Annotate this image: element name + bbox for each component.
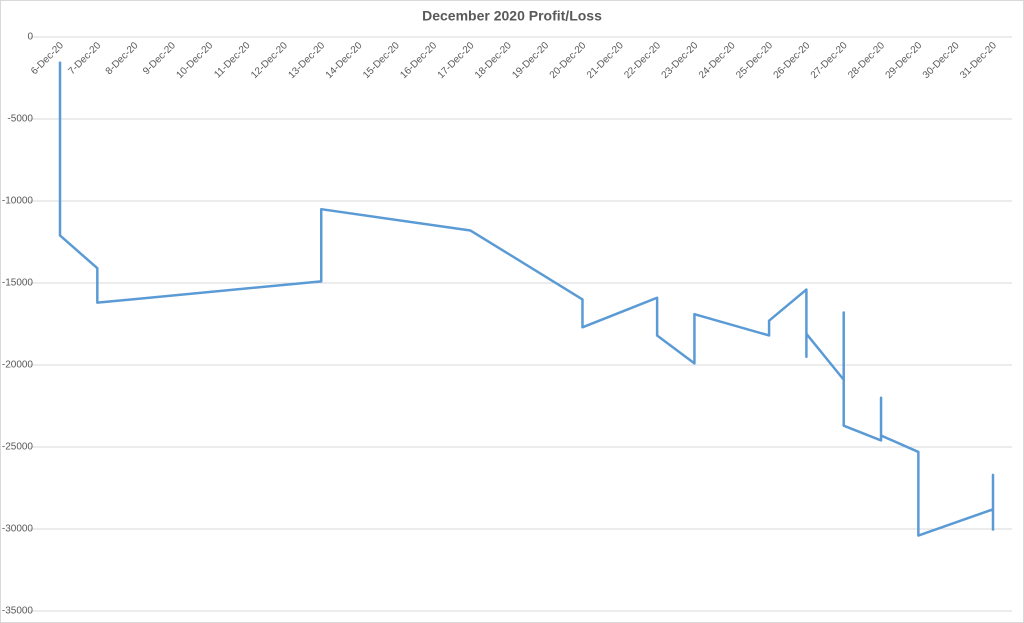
y-tick-label: -5000 bbox=[7, 114, 33, 125]
y-tick-label: -10000 bbox=[2, 196, 34, 207]
y-tick-label: -25000 bbox=[2, 442, 34, 453]
y-tick-label: 0 bbox=[27, 32, 33, 43]
data-line bbox=[58, 61, 995, 537]
y-tick-label: -35000 bbox=[2, 606, 34, 617]
y-tick-label: -20000 bbox=[2, 360, 34, 371]
y-tick-label: -30000 bbox=[2, 524, 34, 535]
chart-title: December 2020 Profit/Loss bbox=[422, 8, 602, 24]
y-tick-label: -15000 bbox=[2, 278, 34, 289]
